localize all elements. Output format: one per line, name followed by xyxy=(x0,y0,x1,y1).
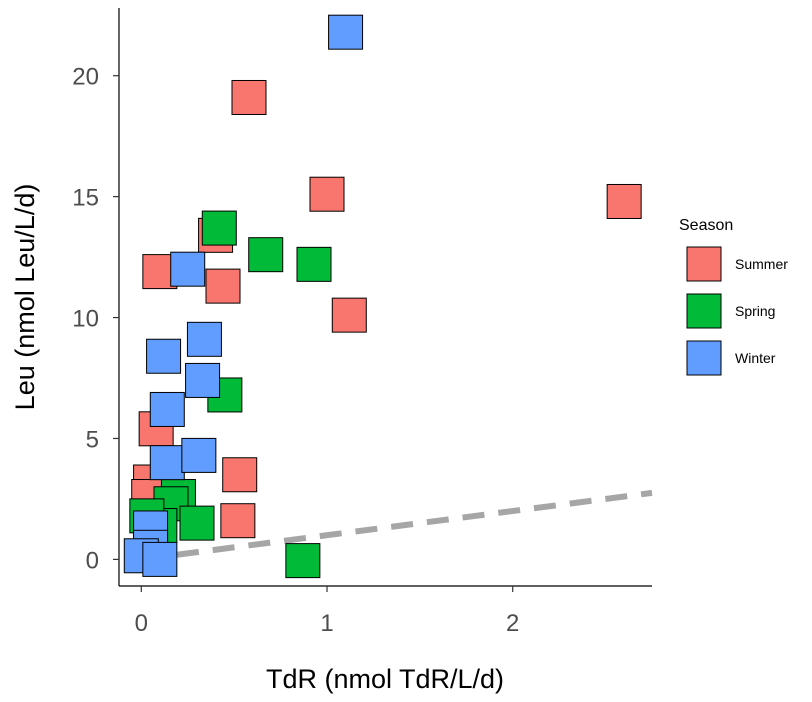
y-tick-label: 20 xyxy=(72,64,99,91)
y-tick-label: 10 xyxy=(72,306,99,333)
legend-label-spring: Spring xyxy=(735,303,775,319)
y-axis-title: Leu (nmol Leu/L/d) xyxy=(10,184,40,411)
data-point-summer xyxy=(220,503,256,539)
y-tick-label: 15 xyxy=(72,185,99,212)
legend: Season Summer Spring Winter xyxy=(679,217,788,376)
data-point-summer xyxy=(309,176,345,212)
legend-title: Season xyxy=(679,217,733,234)
x-tick-label: 2 xyxy=(506,610,519,637)
y-tick-label: 5 xyxy=(86,426,99,453)
data-point-winter xyxy=(149,445,185,481)
data-point-spring xyxy=(201,210,237,246)
data-point-winter xyxy=(181,437,217,473)
legend-label-winter: Winter xyxy=(735,350,776,366)
data-point-summer xyxy=(222,457,258,493)
data-point-winter xyxy=(185,362,221,398)
data-point-summer xyxy=(331,297,367,333)
x-axis-title: TdR (nmol TdR/L/d) xyxy=(266,664,504,694)
legend-swatch-winter xyxy=(686,340,722,376)
data-point-winter xyxy=(142,541,178,577)
legend-swatch-spring xyxy=(686,293,722,329)
y-tick-label: 0 xyxy=(86,547,99,574)
data-point-summer xyxy=(205,268,241,304)
data-point-spring xyxy=(296,246,332,282)
x-tick-label: 1 xyxy=(320,610,333,637)
legend-label-summer: Summer xyxy=(735,256,788,272)
data-point-winter xyxy=(146,338,182,374)
x-tick-label: 0 xyxy=(135,610,148,637)
trend-line xyxy=(140,489,653,563)
data-point-summer xyxy=(231,79,267,115)
data-point-spring xyxy=(285,543,321,579)
data-point-spring xyxy=(179,505,215,541)
data-point-winter xyxy=(170,251,206,287)
data-point-winter xyxy=(149,391,185,427)
data-points xyxy=(123,14,653,579)
data-point-spring xyxy=(248,237,284,273)
data-point-winter xyxy=(186,321,222,357)
legend-swatch-summer xyxy=(686,246,722,282)
data-point-summer xyxy=(606,183,642,219)
data-point-winter xyxy=(328,14,364,50)
